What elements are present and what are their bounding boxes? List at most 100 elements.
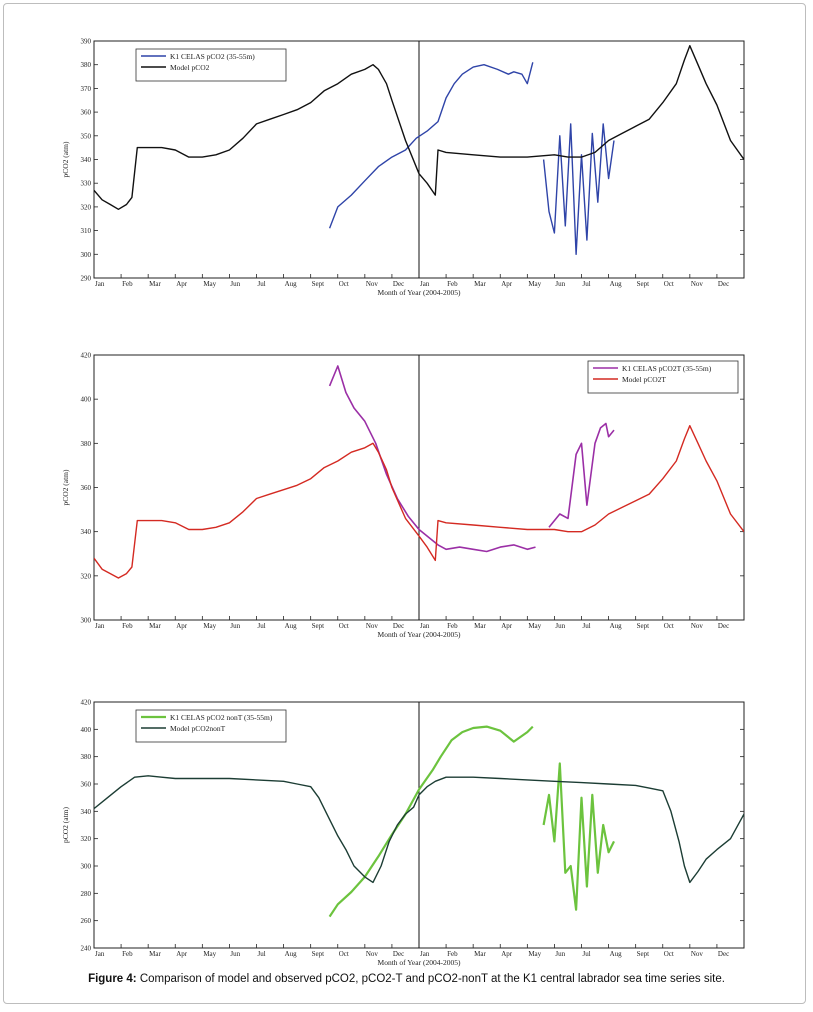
y-tick-label: 330 (81, 180, 92, 188)
y-tick-label: 340 (81, 808, 92, 816)
legend: K1 CELAS pCO2T (35-55m) Model pCO2T (587, 360, 739, 394)
series-line-2-1 (328, 365, 536, 553)
y-axis-label: pCO2 (atm) (61, 469, 70, 506)
x-tick-label: Jul (583, 622, 591, 630)
x-tick-label: Mar (474, 950, 486, 958)
legend-entry: K1 CELAS pCO2T (35-55m) (622, 364, 712, 373)
x-tick-label: Sept (312, 280, 325, 288)
x-tick-label: Jul (583, 950, 591, 958)
x-tick-label: Feb (447, 622, 458, 630)
x-axis-label: Month of Year (2004-2005) (378, 958, 461, 967)
legend: K1 CELAS pCO2 nonT (35-55m) Model pCO2non… (135, 709, 287, 743)
series-line-1-1 (328, 62, 534, 229)
x-tick-label: Dec (393, 622, 404, 630)
x-tick-label: Aug (610, 280, 623, 288)
y-tick-label: 320 (81, 835, 92, 843)
y-tick-label: 420 (81, 352, 92, 360)
x-tick-label: Aug (285, 622, 298, 630)
x-tick-label: Jan (420, 950, 430, 958)
legend: K1 CELAS pCO2 (35-55m) Model pCO2 (135, 48, 287, 82)
x-tick-label: Jul (583, 280, 591, 288)
y-axis-label: pCO2 (atm) (61, 806, 70, 843)
x-tick-label: Oct (339, 280, 349, 288)
y-tick-label: 300 (81, 251, 92, 259)
y-tick-label: 380 (81, 753, 92, 761)
x-tick-label: Jun (555, 280, 565, 288)
x-tick-label: Dec (718, 950, 729, 958)
caption-label: Figure 4: (88, 973, 137, 985)
y-tick-label: 390 (81, 38, 92, 46)
x-tick-label: Apr (501, 950, 513, 958)
legend-box (587, 360, 739, 394)
legend-box (135, 48, 287, 82)
caption-text: Comparison of model and observed pCO2, p… (139, 973, 725, 985)
y-tick-label: 360 (81, 781, 92, 789)
x-tick-label: Nov (366, 280, 379, 288)
x-tick-label: Oct (664, 950, 674, 958)
x-tick-label: Nov (691, 622, 704, 630)
y-tick-label: 360 (81, 109, 92, 117)
x-tick-label: Nov (366, 950, 379, 958)
y-tick-label: 280 (81, 890, 92, 898)
series-group (94, 725, 744, 918)
x-tick-label: Jan (95, 950, 105, 958)
x-tick-label: Feb (122, 950, 133, 958)
x-tick-label: Feb (447, 950, 458, 958)
x-tick-label: Mar (474, 280, 486, 288)
x-tick-label: Sept (312, 950, 325, 958)
x-tick-label: May (528, 280, 541, 288)
x-tick-label: Jan (95, 280, 105, 288)
series-line-2-2 (548, 422, 615, 528)
y-tick-label: 350 (81, 132, 92, 140)
series-group (94, 365, 744, 579)
legend-entry: Model pCO2 (170, 63, 210, 72)
x-tick-label: May (203, 950, 216, 958)
y-tick-label: 380 (81, 440, 92, 448)
x-tick-label: Oct (664, 280, 674, 288)
figure-frame (3, 3, 806, 1004)
x-tick-label: Nov (691, 950, 704, 958)
series-line-1-3 (94, 45, 744, 211)
x-tick-label: Sept (637, 950, 650, 958)
series-group (94, 45, 744, 256)
y-tick-label: 310 (81, 227, 92, 235)
x-tick-label: Dec (393, 950, 404, 958)
x-tick-label: Dec (718, 280, 729, 288)
y-tick-label: 240 (81, 945, 92, 953)
x-tick-label: Jan (420, 280, 430, 288)
y-axis-label: pCO2 (atm) (61, 141, 70, 178)
x-tick-label: Jun (555, 622, 565, 630)
legend-entry: K1 CELAS pCO2 (35-55m) (170, 52, 255, 61)
x-tick-label: Mar (149, 950, 161, 958)
x-tick-label: Oct (664, 622, 674, 630)
x-tick-label: Jul (258, 622, 266, 630)
x-tick-label: Aug (610, 950, 623, 958)
series-line-2-3 (94, 425, 744, 579)
x-axis-label: Month of Year (2004-2005) (378, 288, 461, 297)
x-tick-label: Apr (176, 950, 188, 958)
x-tick-label: Sept (637, 622, 650, 630)
series-line-3-2 (542, 762, 615, 911)
legend-entry: K1 CELAS pCO2 nonT (35-55m) (170, 713, 273, 722)
y-tick-label: 320 (81, 572, 92, 580)
y-tick-label: 320 (81, 203, 92, 211)
x-tick-label: Feb (122, 622, 133, 630)
chart-2: 300 320 340 360 380 400 420 Jan Feb Mar Apr May Jun J… (61, 352, 745, 639)
x-tick-label: Nov (691, 280, 704, 288)
legend-entry: Model pCO2nonT (170, 724, 226, 733)
y-tick-label: 300 (81, 617, 92, 625)
legend-entry: Model pCO2T (622, 375, 666, 384)
x-tick-label: Apr (501, 280, 513, 288)
y-tick-label: 340 (81, 528, 92, 536)
x-tick-label: Jun (555, 950, 565, 958)
x-tick-label: Apr (176, 280, 188, 288)
x-tick-label: May (528, 622, 541, 630)
x-tick-label: Dec (718, 622, 729, 630)
x-tick-label: Feb (122, 280, 133, 288)
x-tick-label: Aug (610, 622, 623, 630)
series-line-3-3 (94, 775, 744, 884)
x-tick-label: Jan (95, 622, 105, 630)
x-tick-label: Apr (176, 622, 188, 630)
x-tick-label: Oct (339, 622, 349, 630)
